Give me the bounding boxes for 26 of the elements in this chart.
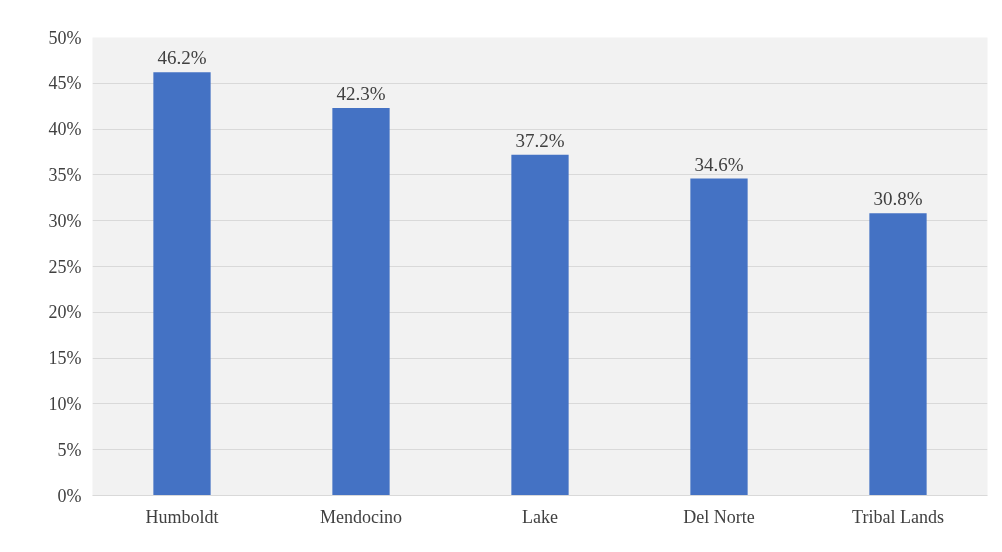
y-tick-label: 50% — [48, 27, 82, 48]
y-tick-label: 20% — [48, 302, 82, 323]
x-tick-label: Tribal Lands — [852, 506, 944, 527]
y-tick-label: 5% — [57, 439, 82, 460]
bar — [869, 213, 927, 496]
y-tick-label: 15% — [48, 348, 82, 369]
data-label: 30.8% — [873, 188, 923, 210]
y-tick-label: 0% — [57, 485, 82, 506]
bar — [153, 72, 211, 496]
bar — [511, 154, 569, 496]
data-label: 34.6% — [694, 153, 744, 175]
x-tick-label: Del Norte — [683, 506, 755, 527]
y-tick-label: 40% — [48, 119, 82, 140]
data-label: 37.2% — [515, 129, 565, 151]
bar — [332, 108, 390, 496]
data-label: 42.3% — [336, 83, 386, 105]
x-tick-label: Mendocino — [320, 506, 402, 527]
y-tick-label: 30% — [48, 210, 82, 231]
data-label: 46.2% — [157, 47, 207, 69]
y-tick-label: 35% — [48, 164, 82, 185]
y-tick-label: 45% — [48, 73, 82, 94]
x-tick-label: Lake — [522, 506, 558, 527]
y-tick-label: 25% — [48, 256, 82, 277]
x-tick-label: Humboldt — [145, 506, 219, 527]
y-tick-label: 10% — [48, 393, 82, 414]
bar — [690, 178, 748, 496]
